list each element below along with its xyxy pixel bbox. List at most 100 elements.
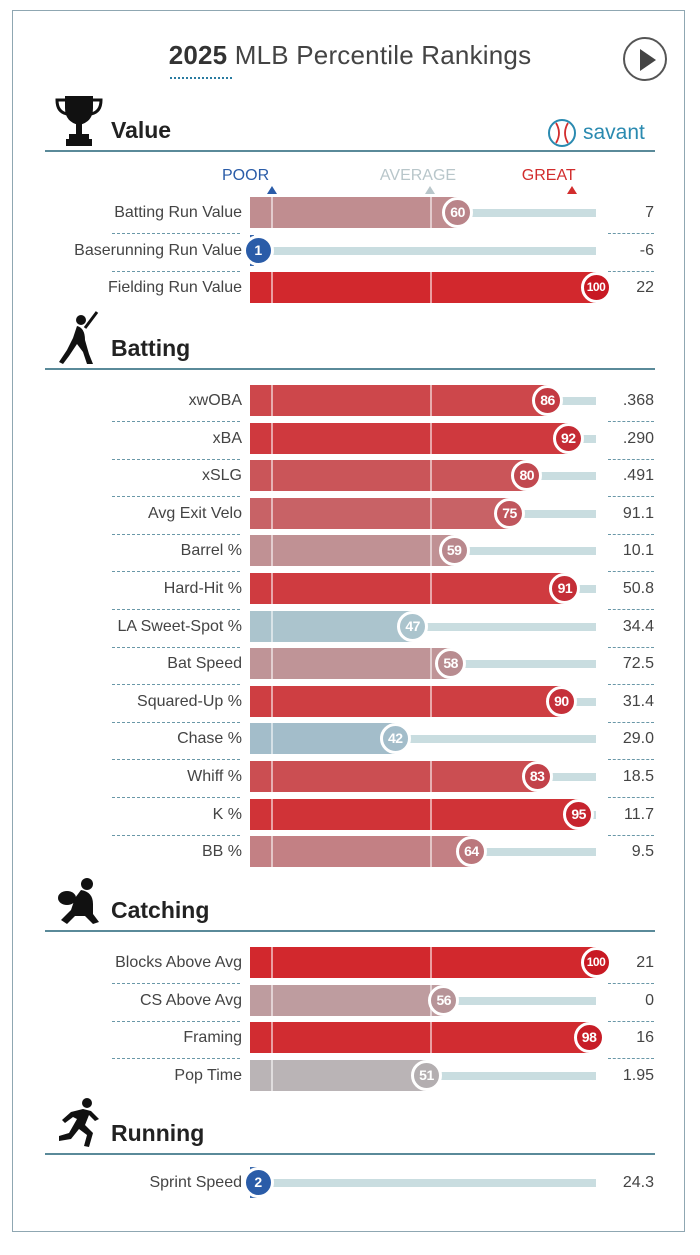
percentile-circle[interactable]: 83 [521, 761, 553, 792]
metric-row[interactable]: Squared-Up % 90 31.4 [0, 684, 700, 723]
metric-label: Framing [183, 1029, 242, 1047]
percentile-circle[interactable]: 42 [379, 723, 411, 755]
metric-row[interactable]: Sprint Speed 2 24.3 [0, 1165, 700, 1203]
metric-row[interactable]: xBA 92 .290 [0, 421, 700, 460]
play-button[interactable] [623, 37, 667, 81]
metric-value: 24.3 [622, 1174, 654, 1191]
bar-gridline [270, 535, 273, 567]
metric-row[interactable]: Whiff % 83 18.5 [0, 759, 700, 798]
row-divider-right [608, 721, 654, 723]
row-divider [112, 797, 240, 798]
bar-gridline [270, 272, 273, 304]
metric-row[interactable]: LA Sweet-Spot % 47 34.4 [0, 609, 700, 648]
metric-row[interactable]: xSLG 80 .491 [0, 458, 700, 498]
percentile-circle[interactable]: 1 [242, 234, 274, 266]
metric-value: 11.7 [624, 805, 654, 823]
row-divider [112, 684, 240, 686]
section-header-running: Running [45, 1095, 655, 1155]
row-divider [112, 1020, 240, 1022]
bar-gridline [270, 723, 273, 755]
metric-value: 34.4 [622, 617, 654, 635]
row-divider-right [608, 1020, 654, 1022]
row-divider [112, 834, 240, 836]
row-divider-right [608, 983, 654, 984]
metric-row[interactable]: Chase % 42 29.0 [0, 721, 700, 761]
percentile-circle[interactable]: 90 [545, 685, 577, 717]
metric-row[interactable]: BB % 64 9.5 [0, 834, 700, 872]
bar-gridline [429, 798, 432, 830]
metric-label: K % [212, 805, 242, 823]
row-divider-right [608, 421, 654, 422]
percentile-circle[interactable]: 59 [438, 535, 470, 567]
percentile-circle[interactable]: 60 [442, 197, 474, 228]
percentile-circle[interactable]: 64 [455, 836, 487, 868]
bar-track [250, 735, 596, 744]
row-divider [112, 496, 240, 498]
percentile-circle[interactable]: 98 [573, 1022, 605, 1054]
metric-row[interactable]: Barrel % 59 10.1 [0, 533, 700, 573]
percentile-circle[interactable]: 95 [563, 798, 595, 830]
metric-row[interactable]: Bat Speed 58 72.5 [0, 646, 700, 686]
bar-gridline [429, 761, 432, 792]
bar-gridline [270, 422, 273, 454]
percentile-circle[interactable]: 86 [532, 385, 564, 416]
percentile-bar [250, 723, 396, 755]
metric-row[interactable]: xwOBA 86 .368 [0, 383, 700, 422]
title-text: MLB Percentile Rankings [227, 40, 532, 70]
percentile-circle[interactable]: 100 [580, 272, 612, 304]
metric-row[interactable]: K % 95 11.7 [0, 797, 700, 836]
percentile-circle[interactable]: 75 [494, 497, 525, 529]
metric-label: BB % [201, 843, 242, 861]
catcher-icon [53, 872, 105, 928]
savant-logo[interactable]: savant [547, 115, 645, 151]
metric-row[interactable]: Avg Exit Velo 75 91.1 [0, 496, 700, 535]
bar-gridline [429, 685, 432, 717]
metric-row[interactable]: Hard-Hit % 91 50.8 [0, 571, 700, 610]
metric-row[interactable]: Fielding Run Value 100 22 [0, 270, 700, 308]
metric-label: Barrel % [180, 542, 242, 560]
bar-gridline [270, 798, 273, 830]
percentile-bar [250, 460, 527, 492]
section-title: Running [111, 1120, 205, 1146]
metric-value: 18.5 [622, 768, 654, 785]
row-divider [112, 759, 240, 761]
metric-row[interactable]: Framing 98 16 [0, 1020, 700, 1060]
metric-row[interactable]: Batting Run Value 60 7 [0, 195, 700, 234]
section-rule [45, 150, 655, 152]
percentile-circle[interactable]: 47 [397, 610, 429, 642]
bar-gridline [429, 573, 432, 604]
percentile-circle[interactable]: 92 [552, 422, 584, 454]
percentile-bar [250, 272, 596, 304]
percentile-circle[interactable]: 56 [428, 984, 460, 1016]
metric-label: Whiff % [187, 768, 242, 785]
percentile-circle[interactable]: 100 [580, 947, 612, 978]
row-divider-right [608, 571, 654, 573]
metric-row[interactable]: Baserunning Run Value 1 -6 [0, 233, 700, 272]
metric-row[interactable]: CS Above Avg 56 0 [0, 983, 700, 1022]
metric-value: 29.0 [622, 730, 654, 748]
row-divider [112, 983, 240, 984]
trophy-icon [53, 92, 105, 148]
percentile-circle[interactable]: 58 [435, 648, 467, 680]
bar-track [250, 246, 596, 255]
metric-row[interactable]: Pop Time 51 1.95 [0, 1058, 700, 1096]
bar-gridline [429, 422, 432, 454]
percentile-circle[interactable]: 51 [410, 1059, 442, 1091]
row-divider [112, 571, 240, 573]
bar-gridline [270, 836, 273, 868]
metric-row[interactable]: Blocks Above Avg 100 21 [0, 945, 700, 984]
percentile-circle[interactable]: 80 [511, 460, 543, 492]
row-divider-right [608, 759, 654, 761]
metric-value: .491 [622, 467, 654, 485]
percentile-circle[interactable]: 91 [549, 573, 581, 604]
percentile-circle[interactable]: 2 [242, 1167, 274, 1198]
row-divider [112, 609, 240, 610]
section-title: Value [111, 117, 172, 143]
metric-value: 9.5 [631, 843, 654, 861]
bar-gridline [270, 385, 273, 416]
percentile-bar [250, 197, 458, 228]
bar-gridline [429, 197, 432, 228]
percentile-bar [250, 535, 455, 567]
row-divider-right [608, 458, 654, 460]
section-rule [45, 1153, 655, 1155]
